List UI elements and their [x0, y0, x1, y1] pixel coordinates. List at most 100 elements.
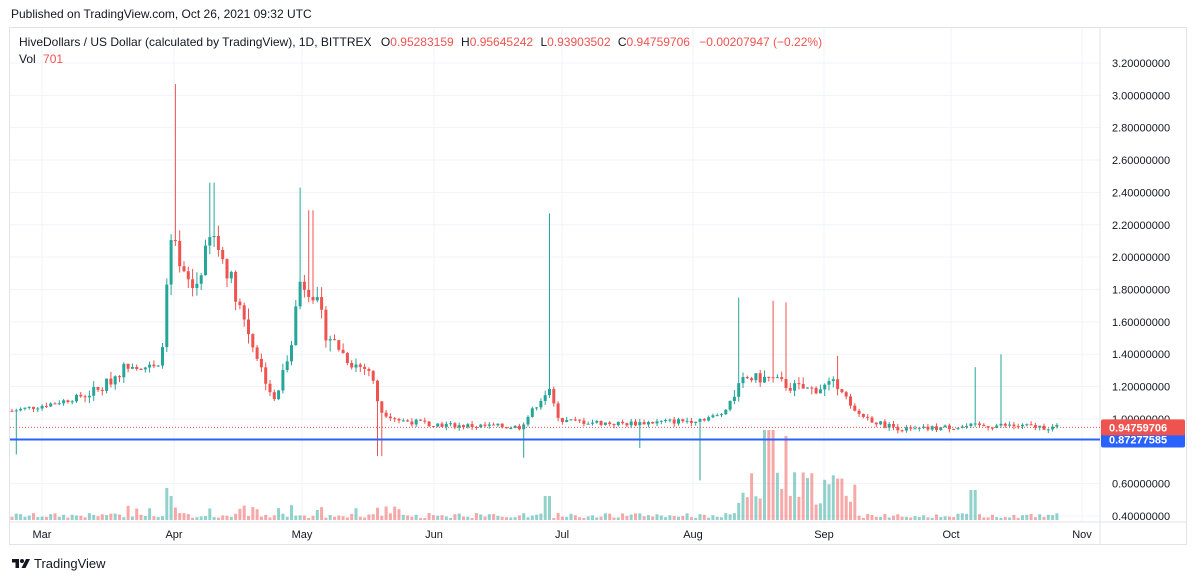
high-value: 0.95645242 [469, 35, 534, 49]
volume-bar [767, 430, 771, 520]
published-note: Published on TradingView.com, Oct 26, 20… [11, 7, 312, 21]
candle-body [212, 236, 216, 238]
candle-body [259, 358, 263, 368]
last-price-value: 0.94759706 [1109, 422, 1167, 434]
volume-bar [225, 515, 229, 520]
candle-body [685, 420, 689, 422]
volume-bar [40, 516, 44, 520]
volume-bar [659, 515, 663, 520]
volume-bar [113, 513, 117, 520]
volume-bar [513, 517, 517, 520]
volume-bar [109, 513, 113, 520]
candle-body [195, 283, 199, 288]
candle-body [780, 377, 784, 379]
volume-bar [530, 515, 534, 520]
volume-bar [152, 516, 156, 520]
volume-bar [182, 513, 186, 520]
volume-bar [118, 514, 121, 520]
candle-body [1021, 424, 1024, 427]
volume-bar [1046, 514, 1050, 520]
volume-bar [173, 507, 177, 520]
volume-bar [939, 517, 943, 520]
candle-body [500, 423, 504, 428]
volume-bar [990, 514, 994, 520]
candle-body [638, 422, 642, 426]
candle-body [599, 421, 603, 425]
volume-bar [642, 516, 646, 520]
volume-bar [883, 513, 887, 520]
candle-body [857, 410, 861, 414]
candle-body [354, 364, 358, 368]
volume-bar [702, 514, 706, 520]
volume-bar [801, 472, 805, 520]
volume-bar [724, 513, 728, 520]
y-tick-label: 2.40000000 [1112, 187, 1170, 199]
candle-body [23, 407, 27, 409]
candle-body [591, 422, 594, 424]
candle-body [986, 426, 990, 428]
candle-body [595, 421, 599, 423]
candle-body [1051, 426, 1055, 430]
volume-bar [685, 513, 689, 520]
candle-body [130, 366, 134, 369]
x-tick-label: Jul [555, 529, 569, 541]
volume-bar [582, 517, 586, 520]
volume-bar [333, 516, 336, 520]
candle-body [122, 363, 126, 378]
candle-body [664, 419, 668, 421]
support-line-badge [1101, 431, 1185, 448]
volume-bar [259, 516, 263, 520]
y-tick-label: 3.00000000 [1112, 90, 1170, 102]
candle-body [788, 388, 792, 391]
candle-body [118, 376, 121, 378]
volume-bar [599, 516, 603, 520]
volume-bar [449, 517, 453, 520]
volume-bar [965, 513, 969, 520]
volume-bar [784, 436, 788, 520]
candle-body [758, 373, 762, 383]
candle-body [483, 424, 487, 426]
candle-body [466, 424, 470, 428]
candle-body [586, 423, 590, 425]
volume-bar [419, 517, 422, 520]
footer[interactable]: TradingView [11, 556, 106, 571]
candle-body [148, 364, 152, 368]
candle-body [238, 301, 242, 306]
volume-bar [509, 517, 513, 520]
candle-body [556, 403, 560, 418]
candle-body [625, 423, 629, 426]
candle-body [268, 383, 272, 393]
candle-body [818, 389, 822, 394]
candle-body [436, 423, 440, 427]
candle-body [367, 368, 371, 371]
volume-bar [840, 478, 844, 520]
volume-bar [302, 515, 306, 520]
volume-bar [388, 513, 392, 520]
volume-bar [195, 517, 199, 520]
volume-bar [10, 516, 14, 520]
candle-body [320, 297, 324, 310]
candle-body [767, 376, 771, 378]
candle-body [543, 395, 547, 401]
candle-body [384, 412, 388, 417]
y-tick-label: 1.60000000 [1112, 317, 1170, 329]
candle-body [178, 240, 182, 267]
y-tick-label: 1.20000000 [1112, 382, 1170, 394]
candle-body [143, 367, 147, 370]
candle-body [311, 296, 315, 301]
candle-body [978, 423, 981, 425]
candle-body [225, 259, 229, 279]
candle-body [272, 392, 276, 400]
volume-bar [603, 513, 607, 520]
volume-bar [857, 515, 861, 520]
candle-body [539, 400, 543, 408]
volume-bar [556, 513, 560, 520]
volume-bar [578, 517, 582, 520]
volume-bar [608, 513, 612, 520]
volume-bar [474, 513, 478, 520]
candle-body [423, 420, 427, 422]
candle-body [457, 425, 461, 428]
candle-body [909, 427, 913, 429]
y-tick-label: 0.60000000 [1112, 479, 1170, 491]
